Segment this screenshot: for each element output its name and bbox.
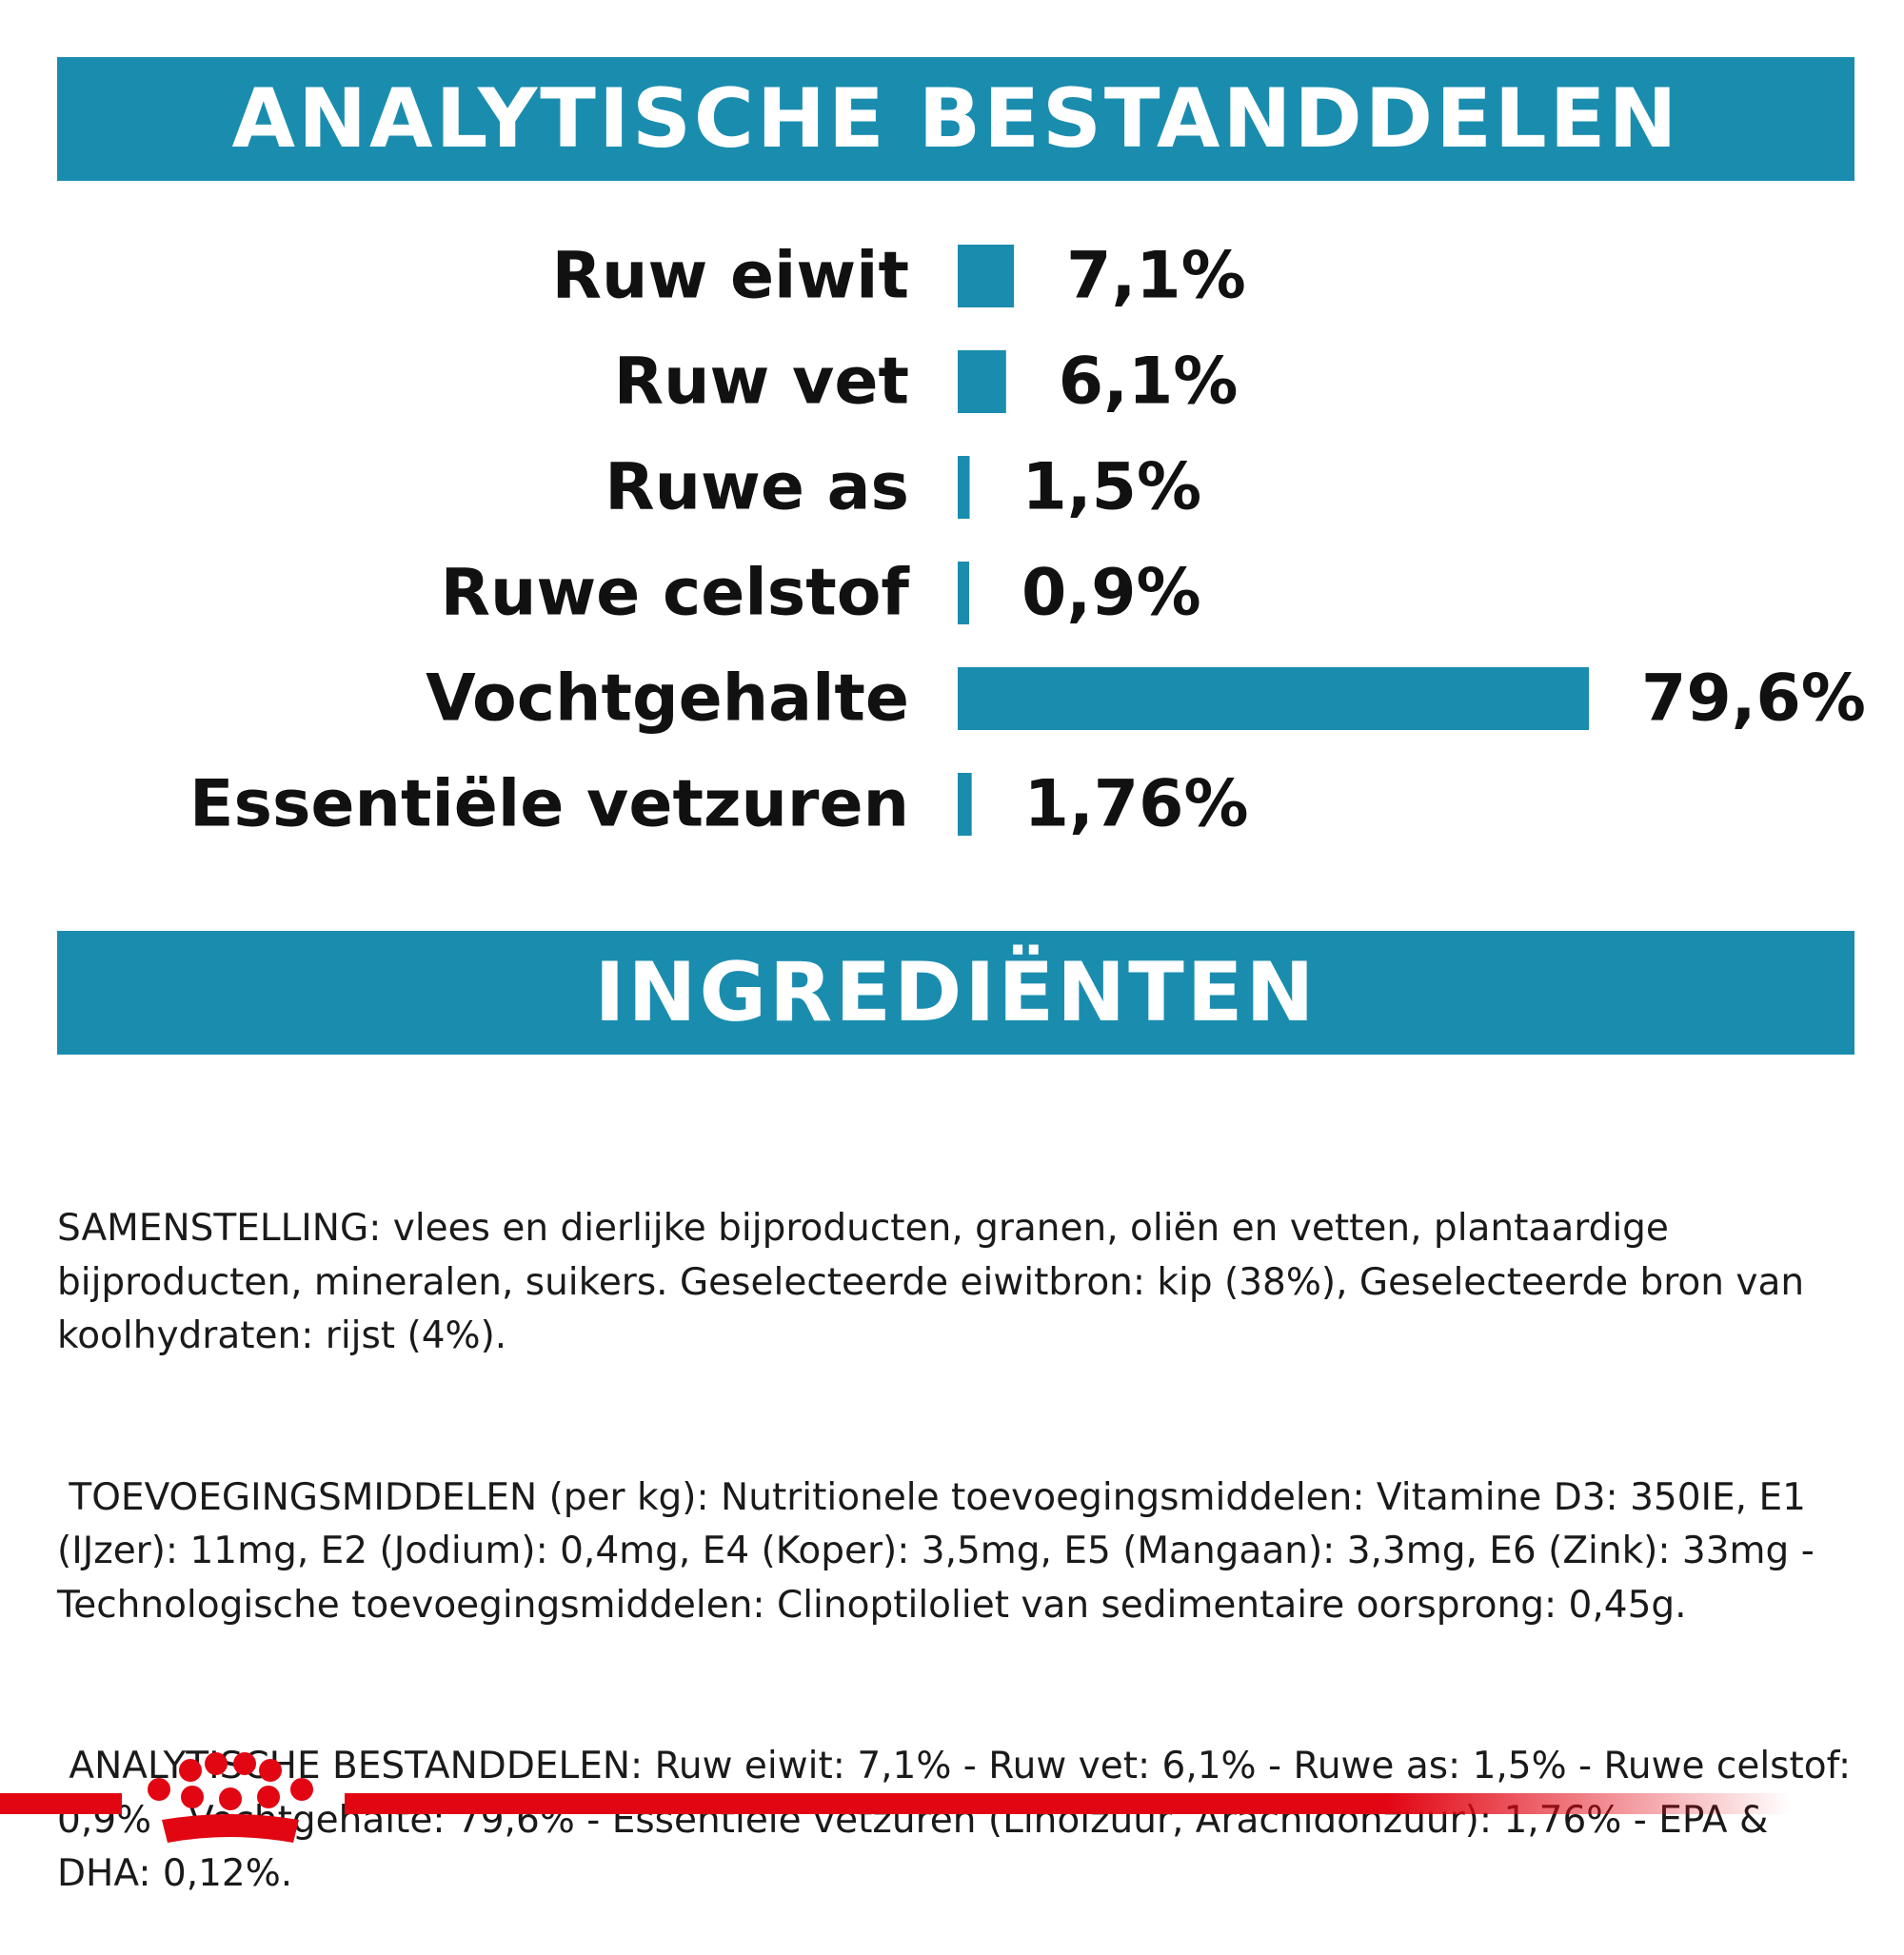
category-label: Ruwe as xyxy=(605,450,909,525)
value-label: 7,1% xyxy=(1066,239,1246,314)
ingredients-section-header: INGREDIËNTEN xyxy=(57,931,1854,1055)
footer-stripe-left xyxy=(0,1793,122,1814)
bar xyxy=(958,773,972,836)
category-label: Ruwe celstof xyxy=(441,556,911,631)
nutrient-bar-chart: Ruw eiwit 7,1% Ruw vet 6,1% Ruwe as 1,5% Ruwe … xyxy=(189,239,1866,842)
category-label: Ruw vet xyxy=(614,345,909,420)
royal-canin-crown-icon xyxy=(148,1752,313,1843)
value-label: 6,1% xyxy=(1059,345,1239,420)
ingredients-text: SAMENSTELLING: vlees en dierlijke bijpro… xyxy=(57,1095,1866,1955)
composition-paragraph: SAMENSTELLING: vlees en dierlijke bijpro… xyxy=(57,1207,1816,1357)
bar xyxy=(958,456,970,519)
analytic-section-header: ANALYTISCHE BESTANDDELEN xyxy=(57,57,1854,181)
analytic-section-title: ANALYTISCHE BESTANDDELEN xyxy=(231,71,1680,167)
bar xyxy=(958,350,1006,413)
ingredients-section-title: INGREDIËNTEN xyxy=(594,945,1318,1040)
value-label: 0,9% xyxy=(1021,556,1201,631)
value-label: 79,6% xyxy=(1641,662,1866,737)
bar xyxy=(958,245,1015,307)
value-label: 1,5% xyxy=(1021,450,1201,525)
category-label: Vochtgehalte xyxy=(426,662,909,737)
value-label: 1,76% xyxy=(1024,767,1249,842)
additives-paragraph: TOEVOEGINGSMIDDELEN (per kg): Nutritione… xyxy=(57,1475,1827,1627)
category-label: Essentiële vetzuren xyxy=(189,767,909,842)
category-label: Ruw eiwit xyxy=(552,239,909,314)
bar xyxy=(958,667,1589,730)
bar xyxy=(958,562,969,624)
footer-stripe-right xyxy=(345,1793,1792,1814)
